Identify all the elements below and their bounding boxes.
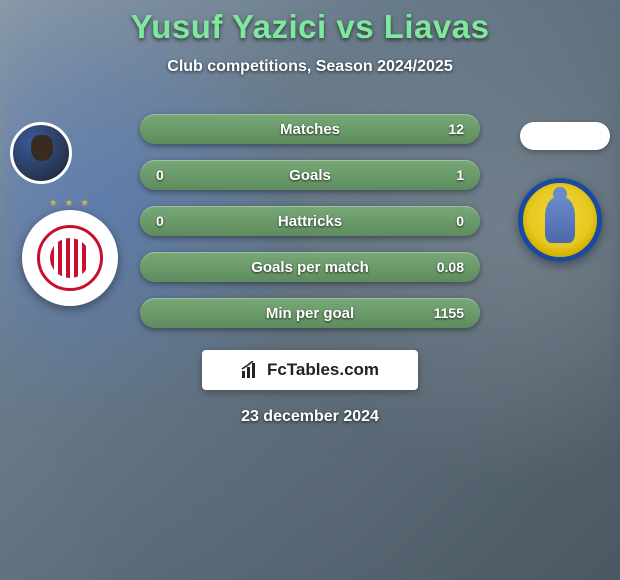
- stat-row: 0 Hattricks 0: [140, 206, 480, 236]
- bar-chart-icon: [241, 361, 261, 379]
- stat-label: Matches: [280, 121, 340, 138]
- olympiacos-stripes-icon: [50, 238, 90, 278]
- stat-right-value: 1155: [428, 305, 464, 321]
- stat-row: Matches 12: [140, 114, 480, 144]
- stat-left-value: 0: [156, 167, 192, 183]
- stat-row: Min per goal 1155: [140, 298, 480, 328]
- club-crest-left: ★ ★ ★: [22, 210, 118, 306]
- stat-label: Goals: [289, 167, 331, 184]
- branding-box: FcTables.com: [202, 350, 418, 390]
- stat-right-value: 1: [428, 167, 464, 183]
- stat-right-value: 12: [428, 121, 464, 137]
- olympiacos-ring-icon: [37, 225, 103, 291]
- infographic-date: 23 december 2024: [0, 408, 620, 426]
- stat-left-value: 0: [156, 213, 192, 229]
- infographic-root: Yusuf Yazici vs Liavas Club competitions…: [0, 0, 620, 580]
- comparison-title: Yusuf Yazici vs Liavas: [0, 8, 620, 46]
- branding-label: FcTables.com: [267, 360, 379, 380]
- stat-label: Goals per match: [251, 259, 369, 276]
- stat-right-value: 0.08: [428, 259, 464, 275]
- club-crest-right: [518, 178, 602, 262]
- stat-row: 0 Goals 1: [140, 160, 480, 190]
- stat-label: Hattricks: [278, 213, 342, 230]
- panaitolikos-figure-icon: [545, 197, 575, 243]
- player-left-photo: [10, 122, 72, 184]
- stat-row: Goals per match 0.08: [140, 252, 480, 282]
- crest-stars-icon: ★ ★ ★: [49, 198, 91, 209]
- stat-right-value: 0: [428, 213, 464, 229]
- stat-label: Min per goal: [266, 305, 354, 322]
- player-right-placeholder: [520, 122, 610, 150]
- comparison-subtitle: Club competitions, Season 2024/2025: [0, 58, 620, 76]
